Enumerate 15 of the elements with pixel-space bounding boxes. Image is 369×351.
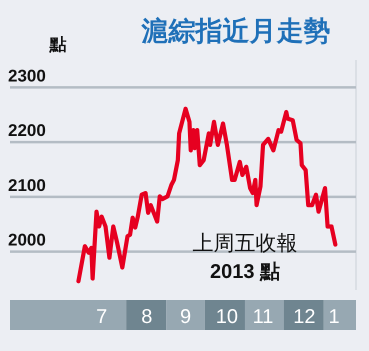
y-tick-label: 2200 [8, 121, 46, 140]
y-tick-label: 2300 [8, 66, 46, 86]
x-tick-label: 1 [328, 306, 340, 328]
x-tick-label: 8 [141, 306, 152, 328]
y-tick-label: 2000 [8, 230, 46, 250]
x-tick-label: 12 [293, 306, 316, 328]
y-axis-title: 點 [48, 35, 66, 54]
annotation: 上周五收報 [192, 232, 298, 255]
x-tick-label: 9 [180, 306, 192, 328]
chart-title: 滬綜指近月走勢 [140, 16, 330, 46]
x-tick-label: 10 [216, 306, 238, 328]
x-tick-label: 7 [96, 306, 108, 328]
annotation: 2013 點 [210, 261, 280, 283]
y-tick-label: 2100 [8, 176, 46, 195]
x-tick-label: 11 [252, 306, 274, 328]
